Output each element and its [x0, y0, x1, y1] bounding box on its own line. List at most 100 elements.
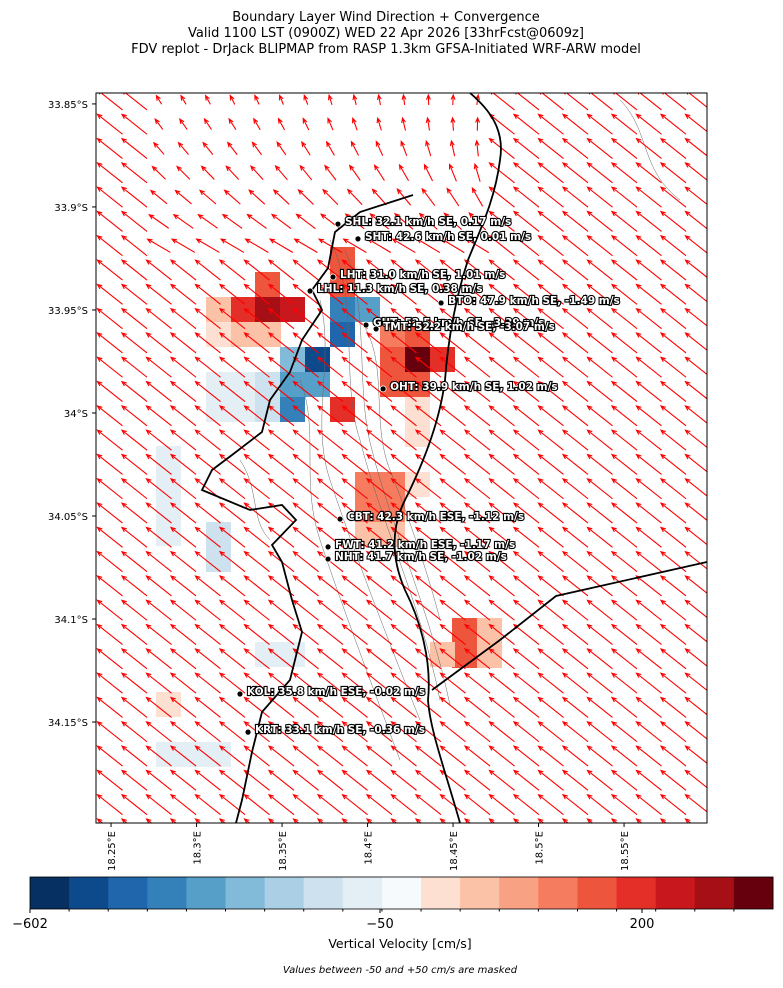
wind-arrow — [512, 769, 540, 791]
wind-arrow — [365, 259, 393, 281]
x-tick-label: 18.4°E — [364, 831, 375, 865]
wind-arrow — [439, 793, 466, 816]
wind-arrow — [586, 113, 613, 135]
wind-arrow — [710, 333, 735, 353]
wind-arrow — [488, 599, 515, 621]
wind-arrow — [635, 307, 662, 330]
wind-arrow — [342, 238, 367, 253]
wind-arrow — [243, 429, 270, 451]
wind-arrow — [488, 672, 515, 694]
wind-arrow — [586, 550, 613, 573]
wind-arrow — [488, 453, 515, 475]
wind-arrow — [96, 526, 123, 548]
wind-arrow — [561, 502, 589, 524]
wind-arrow — [512, 137, 540, 159]
wind-arrow — [414, 502, 442, 524]
wind-arrow — [512, 745, 540, 767]
wind-arrow — [120, 162, 148, 184]
wind-arrow — [449, 139, 456, 157]
wind-arrow — [96, 793, 123, 816]
wind-arrow — [292, 405, 319, 427]
wind-arrow — [488, 162, 515, 184]
wind-arrow — [586, 356, 613, 378]
wind-arrow — [277, 117, 285, 131]
wind-arrow — [218, 283, 246, 305]
wind-arrow — [243, 380, 270, 402]
wind-arrow — [610, 137, 638, 159]
colorbar-swatch — [381, 877, 422, 909]
wind-arrow — [561, 550, 589, 573]
wind-arrow — [659, 453, 687, 475]
wind-arrow — [586, 526, 613, 548]
wind-arrow — [145, 356, 172, 378]
wind-arrow — [468, 211, 487, 231]
wind-arrow — [439, 720, 466, 743]
wind-arrow — [537, 648, 564, 670]
wind-arrow — [120, 575, 148, 597]
colorbar-label: Vertical Velocity [cm/s] — [328, 936, 471, 951]
wind-arrow — [148, 213, 170, 229]
wind-arrow — [120, 137, 148, 159]
wind-arrow — [243, 793, 270, 816]
wind-arrow — [561, 648, 589, 670]
wind-arrow — [474, 139, 480, 157]
wind-arrow — [390, 259, 417, 281]
wind-arrow — [346, 188, 363, 206]
wind-arrow — [292, 429, 319, 451]
y-tick-label: 34.05°S — [48, 512, 88, 523]
wind-arrow — [341, 332, 368, 354]
wind-arrow — [659, 356, 687, 378]
wind-arrow — [365, 283, 393, 305]
wind-arrow — [243, 696, 270, 718]
wind-arrow — [169, 745, 197, 767]
wind-arrow — [169, 769, 197, 791]
wind-arrow — [194, 672, 221, 694]
wind-arrow — [400, 140, 408, 157]
wind-arrow — [341, 283, 368, 305]
wind-arrow — [710, 139, 735, 159]
wind-arrow — [243, 307, 270, 330]
wind-arrow — [316, 477, 344, 500]
wind-arrow — [317, 238, 343, 253]
wind-arrow — [267, 648, 295, 670]
y-tick-label: 33.85°S — [48, 100, 88, 111]
wind-arrows — [96, 93, 735, 823]
wind-arrow — [390, 502, 417, 524]
wind-arrow — [292, 550, 319, 573]
colorbar-swatch — [499, 877, 539, 909]
wind-arrow — [561, 526, 589, 548]
station-dot — [324, 555, 332, 563]
wind-arrow — [120, 720, 148, 743]
wind-arrow — [684, 380, 707, 400]
wind-arrow — [561, 720, 589, 743]
wind-arrow — [145, 429, 172, 451]
wind-arrow — [610, 429, 638, 451]
wind-arrow — [561, 575, 589, 597]
wind-arrow — [365, 672, 393, 694]
wind-arrow — [243, 599, 270, 621]
wind-arrow — [610, 526, 638, 548]
wind-arrow — [390, 477, 417, 500]
wind-arrow — [248, 189, 266, 205]
wind-arrow — [180, 94, 187, 105]
wind-arrow — [463, 672, 491, 694]
wind-arrow — [659, 793, 687, 816]
colorbar-swatch — [616, 877, 657, 909]
wind-arrow — [96, 162, 123, 184]
wind-arrow — [327, 93, 333, 105]
colorbar-tick-label: 200 — [630, 917, 655, 932]
wind-arrow — [710, 600, 735, 620]
wind-arrow — [512, 502, 540, 524]
wind-arrow — [463, 575, 491, 597]
wind-arrow — [537, 526, 564, 548]
wind-arrow — [537, 745, 564, 767]
wind-arrow — [659, 696, 687, 718]
wind-arrow — [341, 356, 368, 378]
wind-arrow — [169, 380, 197, 402]
wind-arrow — [710, 309, 735, 329]
wind-arrow — [218, 769, 246, 791]
wind-arrow — [586, 259, 613, 281]
wind-arrow — [537, 113, 564, 135]
wind-arrow — [610, 380, 638, 402]
wind-arrow — [710, 673, 735, 693]
